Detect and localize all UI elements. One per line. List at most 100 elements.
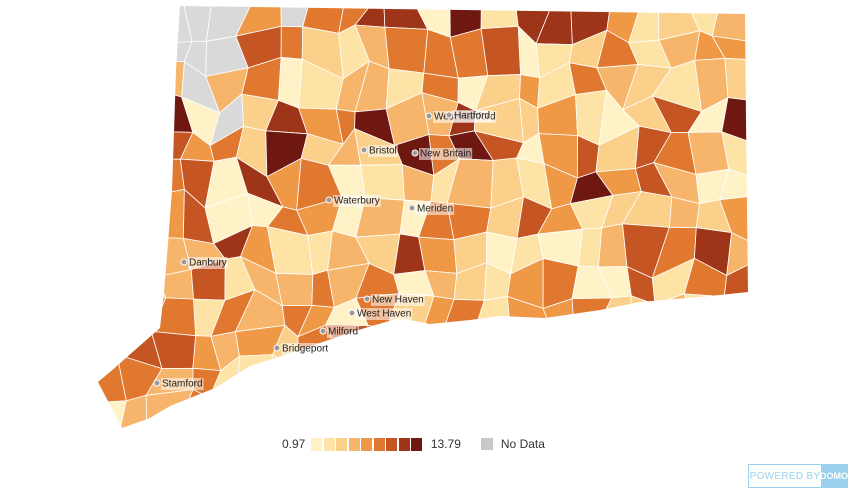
town-region[interactable] — [390, 396, 433, 431]
town-region[interactable] — [384, 26, 429, 74]
town-region[interactable] — [390, 356, 430, 407]
town-region[interactable] — [651, 361, 702, 404]
town-region[interactable] — [117, 91, 165, 146]
town-region[interactable] — [208, 397, 244, 430]
town-region[interactable] — [596, 395, 639, 430]
town-region[interactable] — [685, 361, 716, 399]
town-region[interactable] — [510, 322, 550, 375]
town-region[interactable] — [277, 56, 303, 109]
town-region[interactable] — [711, 2, 752, 43]
town-region[interactable] — [96, 222, 132, 267]
town-region[interactable] — [117, 130, 160, 161]
town-region[interactable] — [515, 361, 544, 411]
choropleth-map[interactable]: West HartfordHartfordBristolNew BritainW… — [0, 0, 850, 430]
town-region[interactable] — [386, 327, 430, 361]
town-region[interactable] — [150, 297, 197, 337]
town-region[interactable] — [130, 222, 158, 278]
city-marker[interactable]: Milford — [319, 326, 360, 338]
town-region[interactable] — [711, 397, 752, 430]
town-region[interactable] — [683, 293, 727, 331]
town-region[interactable] — [723, 262, 752, 300]
town-region[interactable] — [418, 236, 458, 274]
town-region[interactable] — [685, 394, 730, 430]
town-region[interactable] — [146, 188, 185, 239]
town-region[interactable] — [726, 231, 752, 277]
town-region[interactable] — [414, 359, 451, 407]
town-region[interactable] — [721, 131, 752, 178]
city-marker[interactable]: West Haven — [348, 308, 413, 320]
town-region[interactable] — [534, 388, 575, 430]
town-region[interactable] — [121, 257, 167, 299]
town-region[interactable] — [598, 223, 628, 268]
town-region[interactable] — [719, 195, 752, 244]
city-marker[interactable]: Stamford — [153, 378, 204, 390]
town-region[interactable] — [418, 321, 447, 379]
town-region[interactable] — [445, 322, 478, 378]
town-region[interactable] — [449, 393, 487, 430]
town-region[interactable] — [117, 27, 161, 77]
town-region[interactable] — [362, 354, 398, 404]
town-region[interactable] — [298, 359, 343, 396]
town-region[interactable] — [154, 60, 185, 98]
town-region[interactable] — [571, 297, 613, 334]
town-region[interactable] — [573, 355, 604, 402]
town-region[interactable] — [719, 168, 752, 201]
town-region[interactable] — [721, 97, 752, 144]
town-region[interactable] — [96, 137, 132, 164]
town-region[interactable] — [651, 394, 694, 430]
town-region[interactable] — [362, 325, 398, 358]
powered-by-domo-badge[interactable]: POWERED BY DOMO — [748, 464, 848, 488]
city-marker[interactable]: Waterbury — [325, 195, 381, 207]
town-region[interactable] — [626, 402, 672, 431]
town-region[interactable] — [96, 27, 121, 77]
city-marker[interactable]: Hartford — [445, 110, 492, 122]
town-region[interactable] — [714, 322, 752, 374]
town-region[interactable] — [697, 322, 727, 374]
town-region[interactable] — [156, 269, 195, 300]
town-region[interactable] — [96, 91, 135, 145]
town-region[interactable] — [626, 357, 673, 405]
town-region[interactable] — [413, 398, 463, 430]
city-marker[interactable]: New Britain — [411, 148, 473, 160]
city-marker[interactable]: Danbury — [180, 257, 228, 269]
town-region[interactable] — [629, 295, 670, 337]
town-region[interactable] — [571, 395, 600, 430]
town-region[interactable] — [598, 357, 632, 405]
town-region[interactable] — [360, 397, 404, 431]
town-region[interactable] — [117, 2, 161, 45]
town-region[interactable] — [272, 353, 311, 409]
town-region[interactable] — [668, 329, 701, 366]
town-region[interactable] — [235, 354, 284, 409]
town-region[interactable] — [573, 322, 604, 361]
town-region[interactable] — [96, 257, 132, 308]
town-region[interactable] — [475, 326, 518, 375]
town-region[interactable] — [282, 394, 311, 430]
town-region[interactable] — [724, 57, 752, 102]
town-region[interactable] — [121, 195, 151, 239]
town-region[interactable] — [96, 159, 131, 205]
town-region[interactable] — [96, 63, 135, 100]
town-region[interactable] — [654, 293, 699, 337]
town-region[interactable] — [474, 393, 518, 430]
city-marker[interactable]: New Haven — [363, 294, 425, 306]
town-region[interactable] — [96, 196, 132, 241]
town-region[interactable] — [96, 2, 130, 46]
city-marker[interactable]: Bridgeport — [273, 343, 330, 355]
town-region[interactable] — [121, 158, 148, 198]
town-region[interactable] — [119, 60, 165, 100]
town-region[interactable] — [593, 322, 632, 361]
town-region[interactable] — [515, 388, 545, 430]
town-region[interactable] — [480, 2, 519, 30]
town-region[interactable] — [539, 322, 581, 363]
town-region[interactable] — [324, 354, 371, 404]
town-region[interactable] — [539, 355, 581, 402]
city-marker[interactable]: Meriden — [408, 203, 455, 215]
town-region[interactable] — [304, 390, 339, 430]
town-region[interactable] — [723, 296, 752, 328]
town-region[interactable] — [145, 389, 194, 431]
town-region[interactable] — [711, 35, 752, 61]
town-region[interactable] — [235, 403, 285, 430]
town-region[interactable] — [629, 322, 672, 366]
town-region[interactable] — [476, 363, 518, 411]
town-region[interactable] — [445, 363, 487, 400]
